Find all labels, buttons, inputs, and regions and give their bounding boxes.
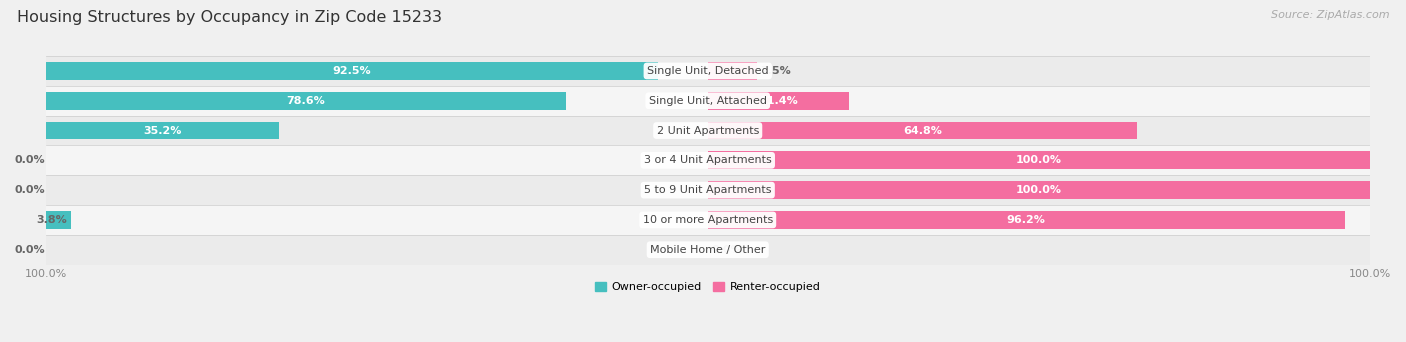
Text: 96.2%: 96.2% [1007, 215, 1046, 225]
Text: 100.0%: 100.0% [1015, 155, 1062, 165]
Bar [45, 116, 1369, 145]
Bar [707, 181, 1369, 199]
Text: 0.0%: 0.0% [15, 155, 45, 165]
Text: 0.0%: 0.0% [15, 245, 45, 255]
Bar [45, 205, 1369, 235]
Bar [45, 56, 1369, 86]
Text: 78.6%: 78.6% [287, 96, 325, 106]
Bar [707, 62, 758, 80]
Bar [45, 235, 1369, 265]
Text: Mobile Home / Other: Mobile Home / Other [650, 245, 765, 255]
Text: 21.4%: 21.4% [759, 96, 799, 106]
Bar [707, 92, 849, 110]
Legend: Owner-occupied, Renter-occupied: Owner-occupied, Renter-occupied [591, 278, 825, 297]
Bar [45, 145, 1369, 175]
Bar [45, 92, 567, 110]
Text: Housing Structures by Occupancy in Zip Code 15233: Housing Structures by Occupancy in Zip C… [17, 10, 441, 25]
Text: 2 Unit Apartments: 2 Unit Apartments [657, 126, 759, 135]
Text: 5 to 9 Unit Apartments: 5 to 9 Unit Apartments [644, 185, 772, 195]
Text: 3 or 4 Unit Apartments: 3 or 4 Unit Apartments [644, 155, 772, 165]
Bar [707, 152, 1369, 169]
Bar [45, 62, 658, 80]
Text: Single Unit, Attached: Single Unit, Attached [648, 96, 766, 106]
Bar [707, 122, 1137, 140]
Text: Single Unit, Detached: Single Unit, Detached [647, 66, 769, 76]
Text: 92.5%: 92.5% [333, 66, 371, 76]
Text: 7.5%: 7.5% [761, 66, 792, 76]
Text: 10 or more Apartments: 10 or more Apartments [643, 215, 773, 225]
Text: Source: ZipAtlas.com: Source: ZipAtlas.com [1271, 10, 1389, 20]
Text: 100.0%: 100.0% [1015, 185, 1062, 195]
Bar [45, 122, 278, 140]
Text: 0.0%: 0.0% [15, 185, 45, 195]
Bar [707, 211, 1344, 229]
Text: 3.8%: 3.8% [37, 215, 67, 225]
Bar [45, 86, 1369, 116]
Bar [45, 175, 1369, 205]
Text: 35.2%: 35.2% [143, 126, 181, 135]
Text: 0.0%: 0.0% [711, 245, 742, 255]
Text: 64.8%: 64.8% [903, 126, 942, 135]
Bar [45, 211, 70, 229]
